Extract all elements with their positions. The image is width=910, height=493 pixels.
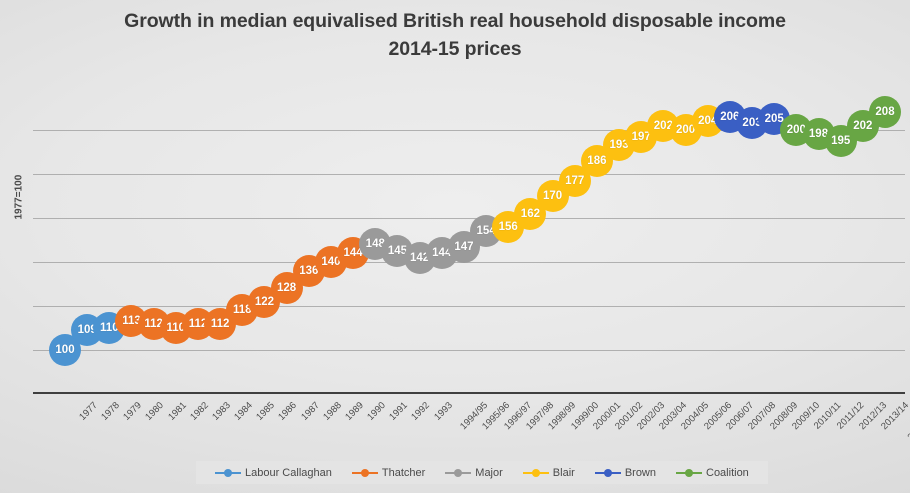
x-axis-tick-label: 1982	[187, 400, 211, 423]
legend-item-label: Major	[475, 466, 503, 479]
x-axis-tick-label: 1999/00	[568, 400, 601, 433]
x-axis-line	[33, 392, 905, 394]
legend-swatch-icon	[215, 468, 241, 478]
x-axis-tick-label: 2006/07	[723, 400, 756, 433]
legend-item[interactable]: Coalition	[676, 467, 749, 479]
x-axis-tick-label: 1992	[409, 400, 433, 423]
x-axis-tick-label: 2000/01	[590, 400, 623, 433]
x-axis-tick-label: 2007/08	[745, 400, 778, 433]
legend-swatch-icon	[445, 468, 472, 478]
chart-legend: Labour Callaghan Thatcher Major Blair Brown C…	[196, 461, 768, 484]
x-axis-tick-label: 2009/10	[790, 400, 823, 433]
x-axis-tick-label: 1977	[77, 400, 100, 423]
x-axis-tick-label: 2011/12	[834, 400, 866, 432]
legend-item[interactable]: Major	[445, 467, 503, 479]
x-axis-tick-label: 2002/03	[635, 400, 668, 433]
gridline	[33, 174, 905, 175]
legend-item-label: Labour Callaghan	[245, 466, 332, 479]
gridline	[33, 350, 905, 351]
x-axis-tick-label: 2005/06	[701, 400, 734, 433]
legend-item[interactable]: Labour Callaghan	[215, 467, 332, 479]
x-axis-tick-label: 1980	[143, 400, 167, 423]
x-axis-tick-label: 1984	[232, 400, 256, 423]
legend-item-label: Coalition	[706, 466, 749, 479]
x-axis-tick-label: 2004/05	[679, 400, 712, 433]
chart-title: Growth in median equivalised British rea…	[0, 8, 910, 63]
gridline	[33, 218, 905, 219]
data-point-marker[interactable]: 186	[580, 144, 613, 177]
legend-item-label: Blair	[552, 466, 575, 479]
x-axis-tick-label: 1987	[298, 400, 322, 423]
data-point-marker[interactable]: 200	[669, 114, 702, 146]
legend-item[interactable]: Brown	[594, 466, 656, 479]
x-axis-tick-label: 1995/96	[479, 400, 513, 433]
gridline	[33, 130, 905, 131]
x-axis-tick-label: 1979	[121, 400, 145, 423]
legend-item-label: Thatcher	[381, 466, 426, 479]
chart-title-line-2: 2014-15 prices	[388, 37, 522, 60]
gridline	[33, 262, 905, 263]
x-axis-tick-label: 1994/95	[457, 400, 490, 433]
x-axis-tick-label: 1988	[320, 400, 344, 423]
chart-title-line-1: Growth in median equivalised British rea…	[124, 10, 786, 32]
x-axis-tick-label: 1983	[210, 400, 233, 423]
x-axis-tick-label: 1990	[365, 400, 389, 423]
x-axis-tick-label: 1985	[254, 400, 278, 423]
x-axis-tick-label: 1996/97	[502, 400, 535, 433]
x-axis-tick-label: 2001/02	[612, 400, 646, 433]
x-axis-tick-label: 1989	[343, 400, 366, 423]
legend-swatch-icon	[522, 468, 549, 478]
x-axis-tick-label: 2013/14	[878, 400, 910, 433]
x-axis-tick-label: 1998/99	[546, 400, 579, 433]
legend-item[interactable]: Blair	[522, 466, 575, 479]
x-axis-tick-label: 2012/13	[856, 400, 889, 433]
data-point-marker[interactable]: 110	[159, 312, 192, 344]
legend-swatch-icon	[676, 468, 702, 478]
legend-swatch-icon	[594, 468, 621, 478]
plot-area: 100 109 110 113 112 110 112 112 118 122 128 136 140 1…	[33, 85, 905, 393]
x-axis-tick-label: 1986	[276, 400, 300, 423]
data-point-marker[interactable]: 208	[869, 96, 901, 129]
data-point-marker[interactable]: 147	[447, 230, 480, 263]
x-axis-tick-label: 1978	[99, 400, 123, 423]
x-axis-tick-label: 1997/98	[524, 400, 557, 433]
legend-item-label: Brown	[624, 466, 656, 479]
gridline	[33, 306, 905, 307]
x-axis-tick-label: 2003/04	[657, 400, 690, 433]
legend-item[interactable]: Thatcher	[351, 466, 426, 479]
x-axis-tick-label: 1981	[165, 400, 189, 423]
x-axis-tick-label: 1993	[431, 400, 455, 423]
x-axis-tick-label: 2010/11	[812, 400, 844, 432]
legend-swatch-icon	[351, 468, 378, 478]
x-axis-tick-label: 2014/15 (P)	[905, 400, 910, 443]
y-axis-title: 1977=100	[13, 174, 25, 220]
x-axis-tick-label: 2008/09	[768, 400, 801, 433]
x-axis-tick-label: 1991	[387, 400, 411, 423]
